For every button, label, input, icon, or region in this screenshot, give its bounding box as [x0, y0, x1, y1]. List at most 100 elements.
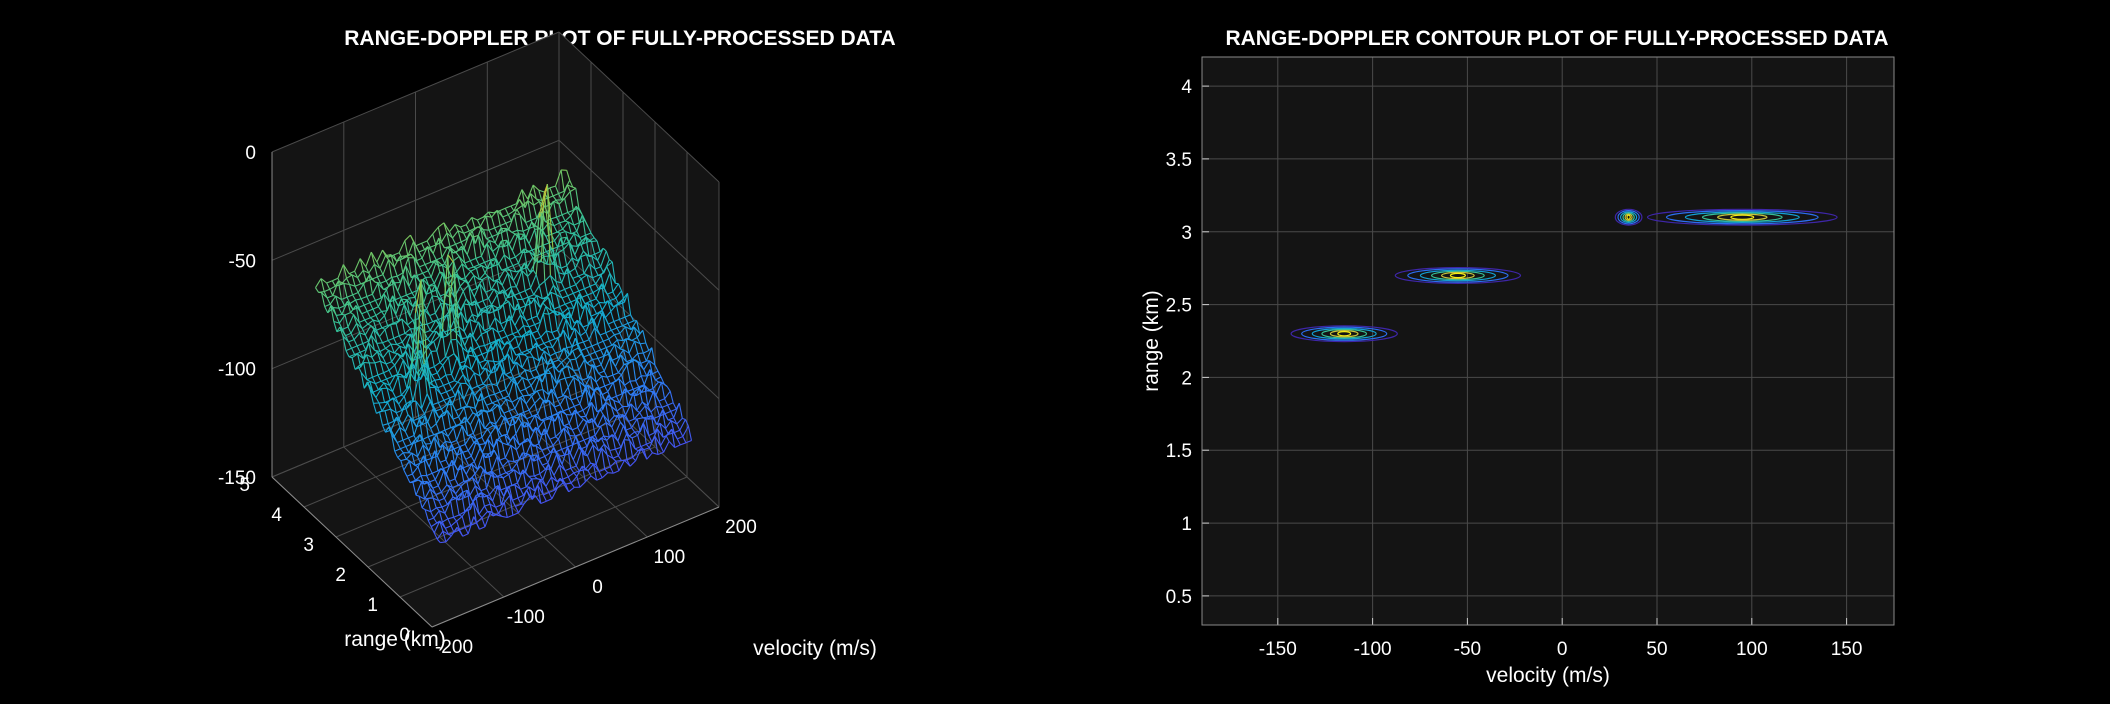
surface-mesh-segment [617, 439, 625, 457]
surface-mesh-segment [505, 289, 512, 301]
surface-mesh-segment [427, 520, 432, 527]
surface-mesh-segment [484, 345, 488, 353]
surface-mesh-segment [522, 296, 529, 300]
surface-mesh-segment [595, 442, 600, 452]
surface-x-tick-label: 100 [653, 547, 685, 568]
surface-mesh-segment [475, 495, 480, 515]
surface-mesh-segment [427, 517, 434, 521]
surface-mesh-segment [631, 427, 636, 433]
surface-mesh-segment [549, 352, 556, 357]
surface-mesh-segment [395, 314, 400, 322]
surface-mesh-segment [676, 423, 681, 431]
surface-mesh-segment [434, 378, 441, 381]
surface-mesh-segment [420, 373, 425, 380]
surface-mesh-segment [587, 292, 594, 296]
surface-mesh-segment [578, 273, 585, 277]
surface-mesh-segment [643, 369, 651, 385]
surface-mesh-segment [631, 434, 638, 439]
surface-mesh-segment [637, 362, 645, 371]
surface-mesh-segment [622, 414, 630, 422]
surface-mesh-segment [384, 410, 389, 424]
surface-mesh-segment [615, 304, 620, 320]
surface-mesh-segment [526, 257, 534, 268]
surface-mesh-segment [535, 213, 543, 275]
surface-mesh-segment [462, 284, 470, 292]
surface-mesh-segment [573, 290, 580, 294]
surface-mesh-segment [556, 294, 563, 299]
surface-mesh-segment [563, 329, 570, 341]
surface-mesh-segment [595, 298, 600, 303]
surface-mesh-segment [530, 193, 537, 200]
surface-mesh-segment [630, 314, 635, 322]
surface-mesh-segment [673, 417, 678, 425]
surface-mesh-segment [408, 439, 416, 454]
surface-mesh-segment [553, 225, 558, 233]
surface-mesh-segment [516, 463, 521, 475]
surface-mesh-segment [357, 366, 362, 373]
surface-mesh-segment [612, 378, 620, 383]
surface-x-tick-label: -100 [507, 607, 545, 628]
surface-mesh-segment [492, 340, 497, 350]
surface-mesh-segment [479, 359, 486, 364]
surface-mesh-segment [454, 380, 458, 383]
surface-mesh-segment [535, 426, 542, 436]
surface-mesh-segment [527, 294, 534, 298]
surface-mesh-segment [445, 535, 452, 543]
surface-mesh-segment [491, 456, 498, 472]
surface-mesh-segment [587, 463, 594, 472]
surface-mesh-segment [486, 235, 493, 240]
surface-mesh-segment [375, 388, 382, 398]
surface-mesh-segment [561, 282, 566, 290]
surface-mesh-segment [616, 406, 623, 412]
surface-mesh-segment [508, 301, 513, 320]
surface-mesh-segment [397, 275, 404, 292]
surface-mesh-segment [385, 347, 389, 351]
surface-mesh-segment [491, 399, 498, 404]
surface-mesh-segment [429, 488, 437, 495]
surface-mesh-segment [449, 247, 455, 261]
surface-mesh-segment [510, 269, 517, 273]
surface-mesh-segment [467, 450, 472, 457]
surface-mesh-segment [617, 283, 623, 292]
surface-mesh-segment [624, 388, 629, 407]
surface-mesh-segment [486, 402, 493, 406]
surface-mesh-segment [413, 257, 420, 268]
surface-mesh-segment [411, 452, 418, 458]
surface-mesh-segment [508, 460, 514, 463]
surface-mesh-segment [500, 487, 507, 491]
surface-mesh-segment [376, 351, 382, 362]
surface-mesh-segment [637, 435, 642, 447]
surface-mesh-segment [680, 442, 687, 446]
surface-mesh-segment [579, 386, 586, 405]
surface-mesh-segment [456, 440, 461, 447]
surface-mesh-segment [530, 193, 535, 206]
surface-mesh-segment [605, 329, 612, 334]
surface-mesh-segment [687, 425, 693, 441]
surface-mesh-segment [532, 269, 537, 275]
surface-mesh-segment [353, 332, 361, 340]
surface-mesh-segment [669, 391, 674, 403]
surface-mesh-segment [530, 287, 535, 295]
surface-mesh-segment [336, 326, 341, 333]
surface-mesh-segment [618, 378, 623, 395]
surface-mesh-segment [423, 455, 430, 468]
surface-mesh-segment [525, 222, 530, 230]
surface-mesh-segment [616, 410, 621, 418]
surface-mesh-segment [337, 264, 344, 279]
surface-mesh-segment [360, 372, 368, 381]
surface-mesh-segment [533, 211, 541, 227]
surface-mesh-segment [505, 389, 510, 397]
surface-mesh-segment [491, 294, 498, 306]
surface-mesh-segment [559, 230, 566, 234]
surface-mesh-segment [457, 374, 464, 383]
surface-mesh-segment [536, 315, 541, 323]
surface-mesh-segment [408, 434, 415, 439]
surface-mesh-segment [500, 398, 507, 408]
surface-mesh-segment [560, 238, 565, 250]
surface-mesh-segment [542, 494, 547, 502]
surface-mesh-segment [481, 351, 488, 355]
surface-mesh-segment [402, 359, 410, 370]
surface-mesh-segment [525, 403, 530, 411]
surface-mesh-segment [678, 402, 683, 419]
surface-mesh-segment [632, 457, 637, 462]
